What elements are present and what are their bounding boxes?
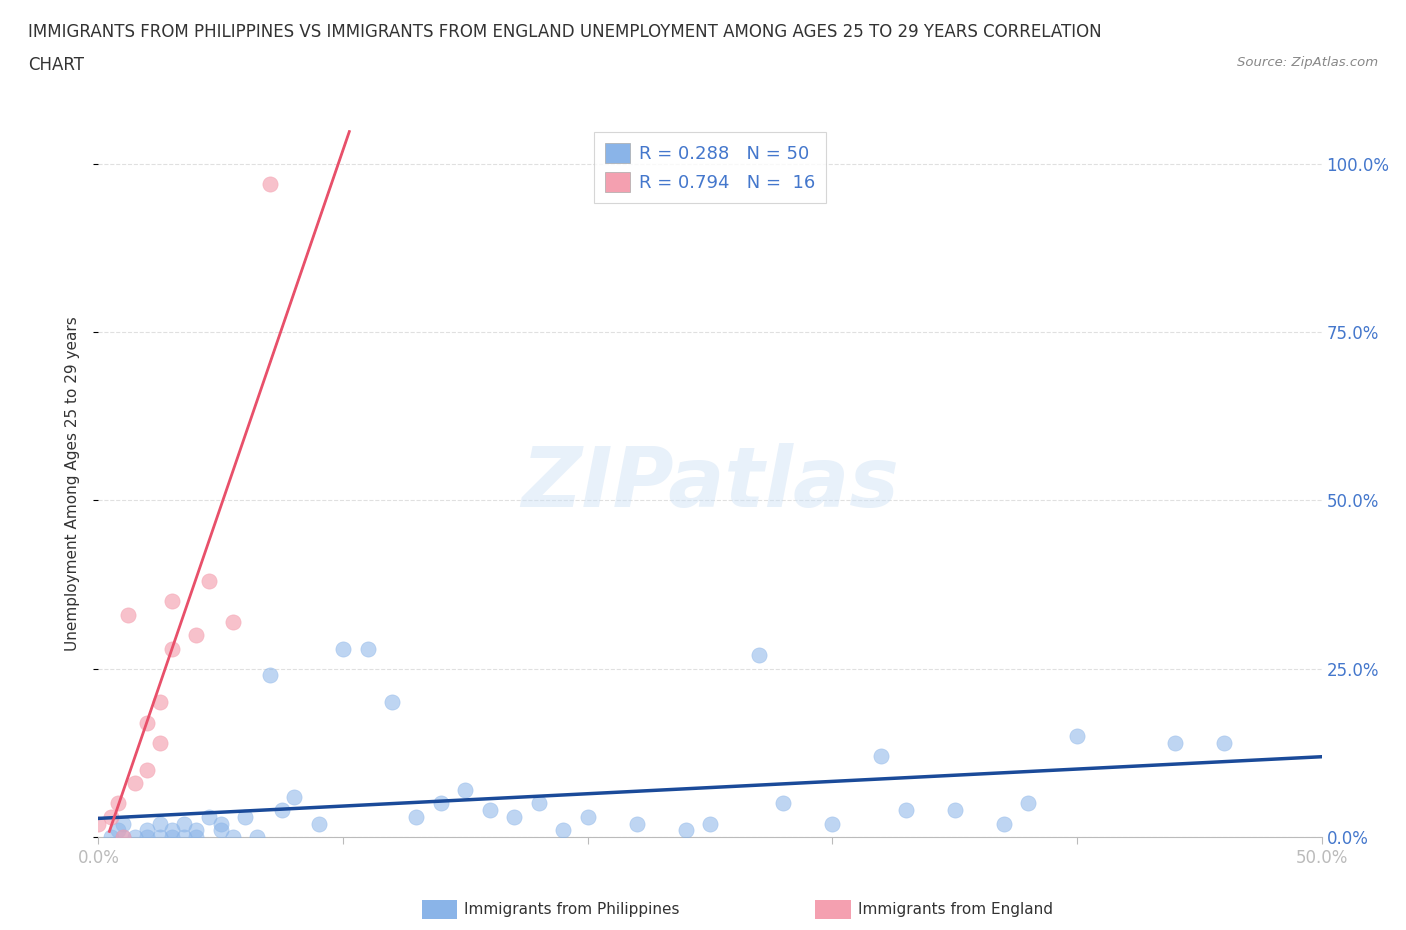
- Text: Immigrants from Philippines: Immigrants from Philippines: [464, 902, 679, 917]
- Point: [209, 823, 232, 838]
- Point: [160, 641, 183, 656]
- Point: [124, 830, 146, 844]
- Text: CHART: CHART: [28, 56, 84, 73]
- Point: [332, 641, 354, 656]
- Point: [454, 782, 477, 797]
- Point: [675, 823, 697, 838]
- Point: [186, 830, 208, 844]
- Point: [87, 817, 110, 831]
- Point: [356, 641, 378, 656]
- Point: [111, 830, 134, 844]
- Point: [870, 749, 893, 764]
- Point: [209, 817, 232, 831]
- Point: [626, 817, 648, 831]
- Point: [894, 803, 917, 817]
- Point: [1164, 736, 1187, 751]
- Point: [1066, 728, 1088, 743]
- Point: [308, 817, 330, 831]
- Point: [107, 823, 129, 838]
- Point: [503, 809, 526, 824]
- Point: [149, 736, 172, 751]
- Point: [576, 809, 599, 824]
- Point: [160, 830, 183, 844]
- Point: [149, 695, 172, 710]
- Point: [186, 823, 208, 838]
- Point: [405, 809, 427, 824]
- Point: [136, 823, 159, 838]
- Point: [748, 648, 770, 663]
- Point: [136, 830, 159, 844]
- Point: [1212, 736, 1234, 751]
- Point: [993, 817, 1015, 831]
- Point: [270, 803, 294, 817]
- Point: [173, 830, 195, 844]
- Point: [186, 628, 208, 643]
- Point: [100, 830, 122, 844]
- Point: [136, 763, 159, 777]
- Point: [111, 830, 134, 844]
- Point: [259, 177, 281, 192]
- Legend: R = 0.288   N = 50, R = 0.794   N =  16: R = 0.288 N = 50, R = 0.794 N = 16: [593, 132, 827, 203]
- Point: [197, 809, 219, 824]
- Point: [259, 668, 281, 683]
- Text: Source: ZipAtlas.com: Source: ZipAtlas.com: [1237, 56, 1378, 69]
- Text: Immigrants from England: Immigrants from England: [858, 902, 1053, 917]
- Point: [160, 823, 183, 838]
- Text: ZIPatlas: ZIPatlas: [522, 443, 898, 525]
- Point: [381, 695, 404, 710]
- Text: IMMIGRANTS FROM PHILIPPINES VS IMMIGRANTS FROM ENGLAND UNEMPLOYMENT AMONG AGES 2: IMMIGRANTS FROM PHILIPPINES VS IMMIGRANT…: [28, 23, 1102, 41]
- Point: [149, 830, 172, 844]
- Point: [107, 796, 129, 811]
- Point: [478, 803, 501, 817]
- Point: [553, 823, 575, 838]
- Point: [430, 796, 453, 811]
- Point: [233, 809, 256, 824]
- Point: [100, 809, 122, 824]
- Point: [197, 574, 219, 589]
- Point: [111, 817, 134, 831]
- Point: [117, 607, 139, 622]
- Point: [222, 614, 245, 629]
- Point: [772, 796, 794, 811]
- Point: [943, 803, 966, 817]
- Point: [821, 817, 844, 831]
- Point: [124, 776, 146, 790]
- Point: [246, 830, 269, 844]
- Point: [222, 830, 245, 844]
- Point: [1017, 796, 1039, 811]
- Point: [173, 817, 195, 831]
- Point: [527, 796, 550, 811]
- Point: [699, 817, 721, 831]
- Y-axis label: Unemployment Among Ages 25 to 29 years: Unemployment Among Ages 25 to 29 years: [65, 316, 80, 651]
- Point: [160, 594, 183, 609]
- Point: [149, 817, 172, 831]
- Point: [136, 715, 159, 730]
- Point: [283, 790, 305, 804]
